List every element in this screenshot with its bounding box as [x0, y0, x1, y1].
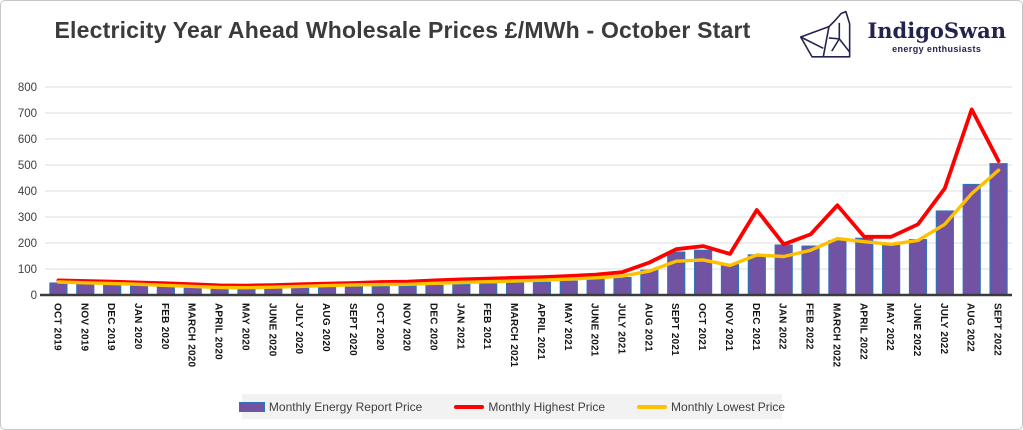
x-axis-label: JAN 2021 [454, 303, 465, 350]
bar-nov-2021 [720, 263, 740, 296]
bar-may-2021 [559, 280, 578, 296]
x-axis-label: APRIL 2020 [213, 303, 224, 360]
origami-swan-icon [800, 10, 851, 58]
x-axis-label: MAY 2021 [562, 303, 573, 351]
legend-label: Monthly Highest Price [488, 399, 606, 414]
x-axis-label: JULY 2021 [616, 303, 627, 355]
bar-sept-2020 [344, 286, 364, 296]
red-line-swatch-icon [454, 404, 485, 409]
x-axis-label: AUG 2022 [965, 303, 976, 352]
x-axis-label: JULY 2020 [293, 303, 304, 355]
bar-oct-2019 [49, 282, 68, 296]
highest-price-line [56, 107, 1001, 288]
bar-jan-2020 [129, 284, 149, 296]
bar-jan-2022 [774, 244, 793, 296]
bar-june-2022 [908, 239, 928, 296]
bar-april-2022 [855, 237, 874, 296]
x-axis-label: FEB 2022 [804, 303, 815, 350]
bar-oct-2021 [693, 249, 713, 296]
y-axis-tick: 400 [18, 186, 37, 198]
bar-sept-2022 [989, 163, 1008, 296]
x-axis-label: DEC 2020 [427, 303, 438, 351]
bar-jan-2021 [452, 284, 471, 296]
bar-march-2021 [505, 282, 525, 296]
yellow-line-swatch-icon [637, 404, 668, 409]
y-axis-tick: 100 [18, 264, 37, 276]
bar-oct-2020 [371, 285, 390, 296]
x-axis-label: MAY 2020 [239, 303, 250, 351]
x-axis-label: OCT 2020 [374, 303, 385, 351]
x-axis-label: NOV 2019 [78, 303, 89, 352]
x-axis-label: NOV 2021 [723, 303, 734, 352]
x-axis-label: MARCH 2020 [186, 303, 197, 367]
x-axis-label: JUNE 2020 [266, 303, 277, 357]
bar-july-2021 [613, 276, 632, 296]
x-axis-label: APRIL 2021 [535, 303, 546, 360]
bar-feb-2021 [479, 283, 498, 296]
legend-item-lowest-price: Monthly Lowest Price [637, 400, 785, 414]
x-axis-label: FEB 2021 [481, 303, 492, 350]
y-axis-tick: 700 [18, 108, 37, 120]
x-axis-label: OCT 2021 [696, 303, 707, 351]
y-axis-tick: 800 [18, 82, 37, 94]
y-axis-tick: 200 [18, 238, 37, 250]
bar-dec-2021 [747, 254, 766, 296]
chart-legend: Monthly Energy Report Price Monthly High… [238, 394, 785, 419]
legend-item-highest-price: Monthly Highest Price [454, 400, 605, 414]
indigoswan-logo: IndigoSwan energy enthusiasts [796, 9, 1006, 65]
x-axis-label: NOV 2020 [401, 303, 412, 352]
bar-may-2022 [882, 244, 901, 296]
legend-item-report-price: Monthly Energy Report Price [238, 399, 423, 414]
x-axis-label: APRIL 2022 [857, 303, 868, 360]
x-axis-label: MARCH 2021 [508, 303, 519, 367]
bar-dec-2019 [103, 284, 122, 296]
x-axis-label: AUG 2021 [642, 303, 653, 352]
legend-label: Monthly Lowest Price [671, 399, 786, 414]
x-axis-label: JUNE 2022 [911, 303, 922, 357]
bar-aug-2020 [317, 286, 337, 296]
bar-sept-2021 [667, 251, 686, 296]
x-axis-label: AUG 2020 [320, 303, 331, 352]
lowest-price-line [56, 168, 1001, 290]
y-axis-tick: 300 [18, 212, 37, 224]
x-axis-label: JULY 2022 [938, 303, 949, 355]
bar-march-2022 [828, 240, 847, 296]
bar-june-2021 [586, 279, 605, 296]
bar-april-2021 [532, 281, 552, 296]
logo-name: IndigoSwan [867, 18, 1006, 44]
bar-feb-2022 [801, 245, 820, 296]
x-axis-label: SEPT 2020 [347, 303, 358, 356]
x-axis-label: JAN 2020 [132, 303, 143, 350]
x-axis-label: MARCH 2022 [830, 303, 841, 367]
logo-tagline: energy enthusiasts [892, 43, 982, 54]
x-axis-label: MAY 2022 [884, 303, 895, 351]
x-axis-label: DEC 2019 [105, 303, 116, 351]
bar-feb-2020 [156, 285, 175, 296]
x-axis-label: JAN 2022 [777, 303, 788, 350]
bar-aug-2021 [640, 269, 659, 296]
x-axis-label: SEPT 2022 [992, 303, 1003, 356]
bar-nov-2019 [76, 283, 95, 296]
bar-swatch-icon [238, 401, 265, 412]
chart-title: Electricity Year Ahead Wholesale Prices … [54, 17, 751, 43]
x-axis-label: JUNE 2021 [589, 303, 600, 357]
legend-label: Monthly Energy Report Price [268, 399, 423, 414]
x-axis-label: DEC 2021 [750, 303, 761, 351]
x-axis-label: OCT 2019 [51, 303, 62, 351]
logo-text: IndigoSwan energy enthusiasts [867, 18, 1006, 54]
y-axis-tick: 500 [18, 160, 37, 172]
bar-nov-2020 [398, 285, 417, 296]
y-axis-tick: 600 [18, 134, 37, 146]
x-axis-label: SEPT 2021 [669, 303, 680, 356]
y-axis-tick: 0 [31, 290, 37, 302]
x-axis-label: FEB 2020 [159, 303, 170, 350]
bar-dec-2020 [425, 284, 444, 296]
